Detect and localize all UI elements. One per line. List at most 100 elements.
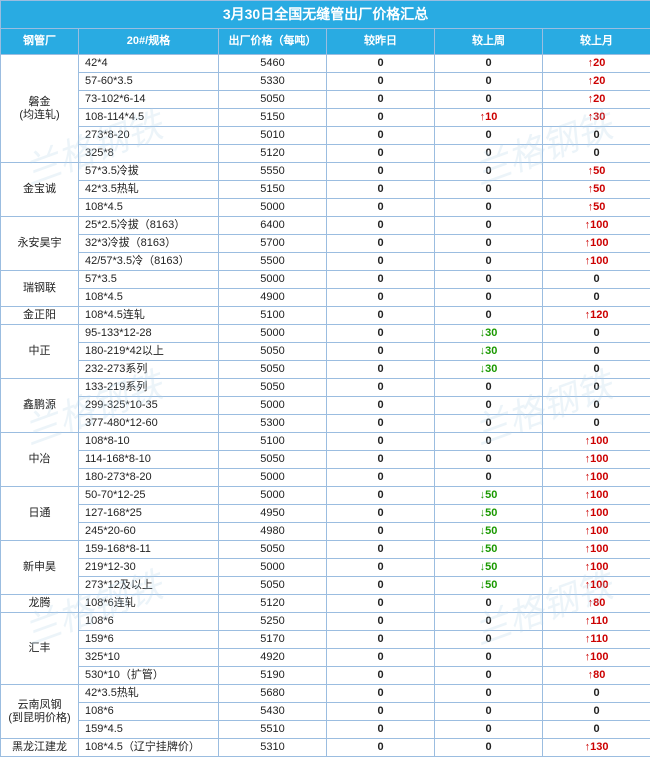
day-cell: 0 (327, 649, 435, 667)
table-row: 中正95-133*12-2850000↓300 (1, 325, 650, 343)
day-cell: 0 (327, 721, 435, 739)
week-cell: 0 (435, 73, 543, 91)
table-row: 龙腾108*6连轧512000↑80 (1, 595, 650, 613)
price-cell: 5500 (219, 253, 327, 271)
price-cell: 5680 (219, 685, 327, 703)
day-cell: 0 (327, 325, 435, 343)
table-row: 永安昊宇25*2.5冷拔（8163）640000↑100 (1, 217, 650, 235)
spec-cell: 108-114*4.5 (79, 109, 219, 127)
table-row: 金正阳108*4.5连轧510000↑120 (1, 307, 650, 325)
factory-cell: 汇丰 (1, 613, 79, 685)
spec-cell: 530*10（扩管） (79, 667, 219, 685)
day-cell: 0 (327, 343, 435, 361)
price-cell: 5050 (219, 379, 327, 397)
table-row: 黑龙江建龙108*4.5（辽宁挂牌价）531000↑130 (1, 739, 650, 757)
factory-cell: 日通 (1, 487, 79, 541)
day-cell: 0 (327, 73, 435, 91)
month-cell: ↑50 (543, 181, 650, 199)
month-cell: ↑110 (543, 631, 650, 649)
spec-cell: 377-480*12-60 (79, 415, 219, 433)
week-cell: 0 (435, 145, 543, 163)
day-cell: 0 (327, 199, 435, 217)
month-cell: ↑100 (543, 433, 650, 451)
spec-cell: 57-60*3.5 (79, 73, 219, 91)
month-cell: ↑100 (543, 469, 650, 487)
day-cell: 0 (327, 271, 435, 289)
factory-cell: 黑龙江建龙 (1, 739, 79, 757)
month-cell: ↑110 (543, 613, 650, 631)
month-cell: 0 (543, 721, 650, 739)
table-row: 日通50-70*12-2550000↓50↑100 (1, 487, 650, 505)
table-row: 鑫鹏源133-219系列5050000 (1, 379, 650, 397)
spec-cell: 57*3.5冷拔 (79, 163, 219, 181)
table-row: 180-273*8-20500000↑100 (1, 469, 650, 487)
month-cell: 0 (543, 325, 650, 343)
factory-cell: 金宝诚 (1, 163, 79, 217)
price-cell: 5010 (219, 127, 327, 145)
price-cell: 5000 (219, 397, 327, 415)
col-day: 较昨日 (327, 29, 435, 55)
table-row: 325*85120000 (1, 145, 650, 163)
week-cell: 0 (435, 631, 543, 649)
day-cell: 0 (327, 469, 435, 487)
table-row: 108*4.54900000 (1, 289, 650, 307)
table-row: 中冶108*8-10510000↑100 (1, 433, 650, 451)
month-cell: 0 (543, 145, 650, 163)
day-cell: 0 (327, 289, 435, 307)
factory-cell: 金正阳 (1, 307, 79, 325)
day-cell: 0 (327, 145, 435, 163)
month-cell: 0 (543, 361, 650, 379)
week-cell: 0 (435, 667, 543, 685)
week-cell: 0 (435, 595, 543, 613)
day-cell: 0 (327, 361, 435, 379)
week-cell: 0 (435, 433, 543, 451)
month-cell: ↑20 (543, 73, 650, 91)
week-cell: 0 (435, 55, 543, 73)
month-cell: ↑130 (543, 739, 650, 757)
week-cell: 0 (435, 163, 543, 181)
day-cell: 0 (327, 91, 435, 109)
week-cell: ↓50 (435, 523, 543, 541)
spec-cell: 180-219*42以上 (79, 343, 219, 361)
table-row: 73-102*6-14505000↑20 (1, 91, 650, 109)
spec-cell: 50-70*12-25 (79, 487, 219, 505)
week-cell: 0 (435, 685, 543, 703)
spec-cell: 114-168*8-10 (79, 451, 219, 469)
day-cell: 0 (327, 109, 435, 127)
price-cell: 4920 (219, 649, 327, 667)
spec-cell: 273*12及以上 (79, 577, 219, 595)
price-table: 3月30日全国无缝管出厂价格汇总 钢管厂 20#/规格 出厂价格（每吨） 较昨日… (0, 0, 650, 757)
spec-cell: 42*3.5热轧 (79, 181, 219, 199)
spec-cell: 133-219系列 (79, 379, 219, 397)
day-cell: 0 (327, 55, 435, 73)
day-cell: 0 (327, 127, 435, 145)
factory-cell: 鑫鹏源 (1, 379, 79, 433)
month-cell: ↑100 (543, 649, 650, 667)
spec-cell: 108*6连轧 (79, 595, 219, 613)
price-cell: 5100 (219, 433, 327, 451)
price-cell: 5050 (219, 451, 327, 469)
month-cell: ↑100 (543, 577, 650, 595)
price-cell: 5460 (219, 55, 327, 73)
table-row: 159*4.55510000 (1, 721, 650, 739)
spec-cell: 273*8-20 (79, 127, 219, 145)
table-body: 磐金(均连轧)42*4546000↑2057-60*3.5533000↑2073… (1, 55, 650, 757)
table-row: 42/57*3.5冷（8163）550000↑100 (1, 253, 650, 271)
spec-cell: 42*4 (79, 55, 219, 73)
month-cell: ↑100 (543, 541, 650, 559)
price-cell: 5050 (219, 361, 327, 379)
week-cell: 0 (435, 289, 543, 307)
factory-cell: 永安昊宇 (1, 217, 79, 271)
spec-cell: 57*3.5 (79, 271, 219, 289)
day-cell: 0 (327, 397, 435, 415)
month-cell: ↑100 (543, 451, 650, 469)
spec-cell: 245*20-60 (79, 523, 219, 541)
col-month: 较上月 (543, 29, 650, 55)
price-cell: 5000 (219, 487, 327, 505)
spec-cell: 180-273*8-20 (79, 469, 219, 487)
price-cell: 5300 (219, 415, 327, 433)
spec-cell: 108*6 (79, 613, 219, 631)
day-cell: 0 (327, 685, 435, 703)
spec-cell: 32*3冷拔（8163） (79, 235, 219, 253)
table-row: 磐金(均连轧)42*4546000↑20 (1, 55, 650, 73)
